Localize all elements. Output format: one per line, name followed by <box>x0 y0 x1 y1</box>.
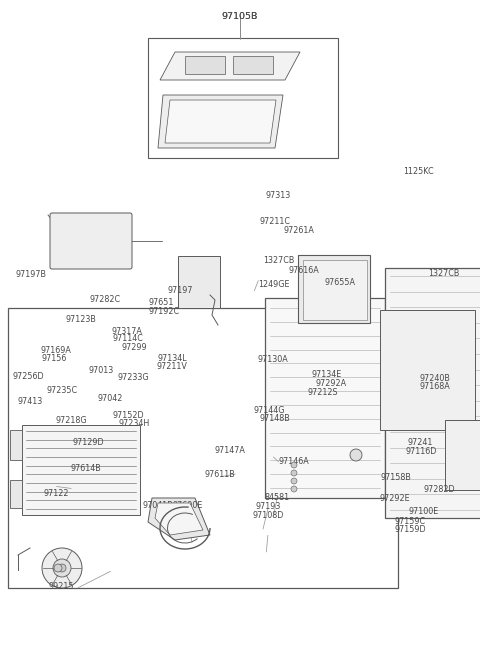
Bar <box>8 308 398 588</box>
Circle shape <box>291 486 297 492</box>
Text: 97159D: 97159D <box>395 525 426 534</box>
Bar <box>148 38 338 158</box>
Polygon shape <box>165 100 276 143</box>
Text: 97123B: 97123B <box>65 315 96 325</box>
Bar <box>380 310 475 430</box>
Text: 97156: 97156 <box>42 354 67 363</box>
Circle shape <box>42 548 82 588</box>
Text: 97313: 97313 <box>266 191 291 200</box>
Text: 97168A: 97168A <box>419 382 450 391</box>
Text: 99215: 99215 <box>49 582 74 591</box>
Text: 97197: 97197 <box>167 286 193 295</box>
Text: 97317A: 97317A <box>111 326 142 336</box>
Text: 1125KC: 1125KC <box>403 167 434 176</box>
Text: 97211V: 97211V <box>156 362 187 372</box>
Text: 97148B: 97148B <box>259 414 290 423</box>
Text: 97256D: 97256D <box>12 372 44 381</box>
Text: 97114C: 97114C <box>113 334 144 343</box>
Circle shape <box>53 559 71 577</box>
Circle shape <box>54 564 62 572</box>
Text: 97169A: 97169A <box>40 346 71 355</box>
Text: 97282C: 97282C <box>89 295 120 304</box>
Text: 97158B: 97158B <box>380 473 411 482</box>
Text: 97108D: 97108D <box>252 511 284 520</box>
Bar <box>265 298 385 498</box>
Bar <box>298 255 370 323</box>
Text: 97651: 97651 <box>149 298 174 308</box>
Polygon shape <box>158 95 283 148</box>
Text: 97193: 97193 <box>255 502 280 511</box>
Text: 97041B: 97041B <box>142 501 173 510</box>
Text: 97122: 97122 <box>44 488 70 498</box>
Text: 1249GE: 1249GE <box>258 280 290 289</box>
Polygon shape <box>160 52 300 80</box>
Bar <box>282 460 307 498</box>
Text: 97159C: 97159C <box>395 517 426 526</box>
Bar <box>22 425 140 515</box>
Text: 97197B: 97197B <box>16 270 47 279</box>
Bar <box>10 480 22 508</box>
Bar <box>10 430 22 460</box>
Text: 97129D: 97129D <box>72 438 104 447</box>
Text: 97212S: 97212S <box>307 388 338 397</box>
Circle shape <box>58 564 66 572</box>
Text: 97611B: 97611B <box>204 470 235 479</box>
Text: 97146A: 97146A <box>278 457 309 466</box>
Text: 97100E: 97100E <box>409 507 439 517</box>
Polygon shape <box>155 503 203 535</box>
Bar <box>185 56 225 74</box>
Text: 97211C: 97211C <box>259 217 290 226</box>
Text: 97690E: 97690E <box>172 501 203 510</box>
Text: 97134L: 97134L <box>157 354 187 363</box>
Text: 97261A: 97261A <box>283 226 314 235</box>
Text: 1327CB: 1327CB <box>263 256 294 265</box>
Text: 84581: 84581 <box>265 493 290 502</box>
Bar <box>445 420 480 490</box>
Text: 97299: 97299 <box>121 343 147 352</box>
Bar <box>233 56 273 74</box>
Text: 1327CB: 1327CB <box>428 269 459 278</box>
Bar <box>178 256 220 308</box>
Text: 97413: 97413 <box>17 397 42 406</box>
Circle shape <box>291 478 297 484</box>
Text: 97241: 97241 <box>407 438 432 447</box>
Text: 97726: 97726 <box>160 511 186 520</box>
Text: 97144G: 97144G <box>253 406 285 415</box>
Circle shape <box>291 462 297 468</box>
Text: 97282D: 97282D <box>423 485 455 494</box>
Text: 97105B: 97105B <box>222 12 258 21</box>
Text: 97134E: 97134E <box>311 370 341 379</box>
Circle shape <box>291 470 297 476</box>
Text: 97655A: 97655A <box>324 278 356 287</box>
Text: 97235C: 97235C <box>47 386 78 395</box>
Text: 97616A: 97616A <box>288 266 319 276</box>
Bar <box>303 260 367 320</box>
Text: 97614B: 97614B <box>70 464 101 473</box>
Text: 97013: 97013 <box>88 366 113 375</box>
Text: 97240B: 97240B <box>419 374 450 383</box>
Text: 97130A: 97130A <box>257 355 288 364</box>
Text: 97042: 97042 <box>98 394 123 403</box>
Text: 97152D: 97152D <box>112 411 144 420</box>
Text: 97234H: 97234H <box>119 419 150 428</box>
Text: 97192C: 97192C <box>149 307 180 316</box>
Text: 97233G: 97233G <box>118 373 149 382</box>
Text: 97292E: 97292E <box>379 494 410 503</box>
Text: 97116D: 97116D <box>406 447 437 456</box>
Circle shape <box>350 449 362 461</box>
Text: 97292A: 97292A <box>316 379 347 389</box>
Bar <box>385 268 480 518</box>
Polygon shape <box>148 498 210 540</box>
FancyBboxPatch shape <box>50 213 132 269</box>
Text: 97147A: 97147A <box>215 446 246 455</box>
Text: 97218G: 97218G <box>55 416 87 425</box>
Text: 97105B: 97105B <box>222 12 258 21</box>
